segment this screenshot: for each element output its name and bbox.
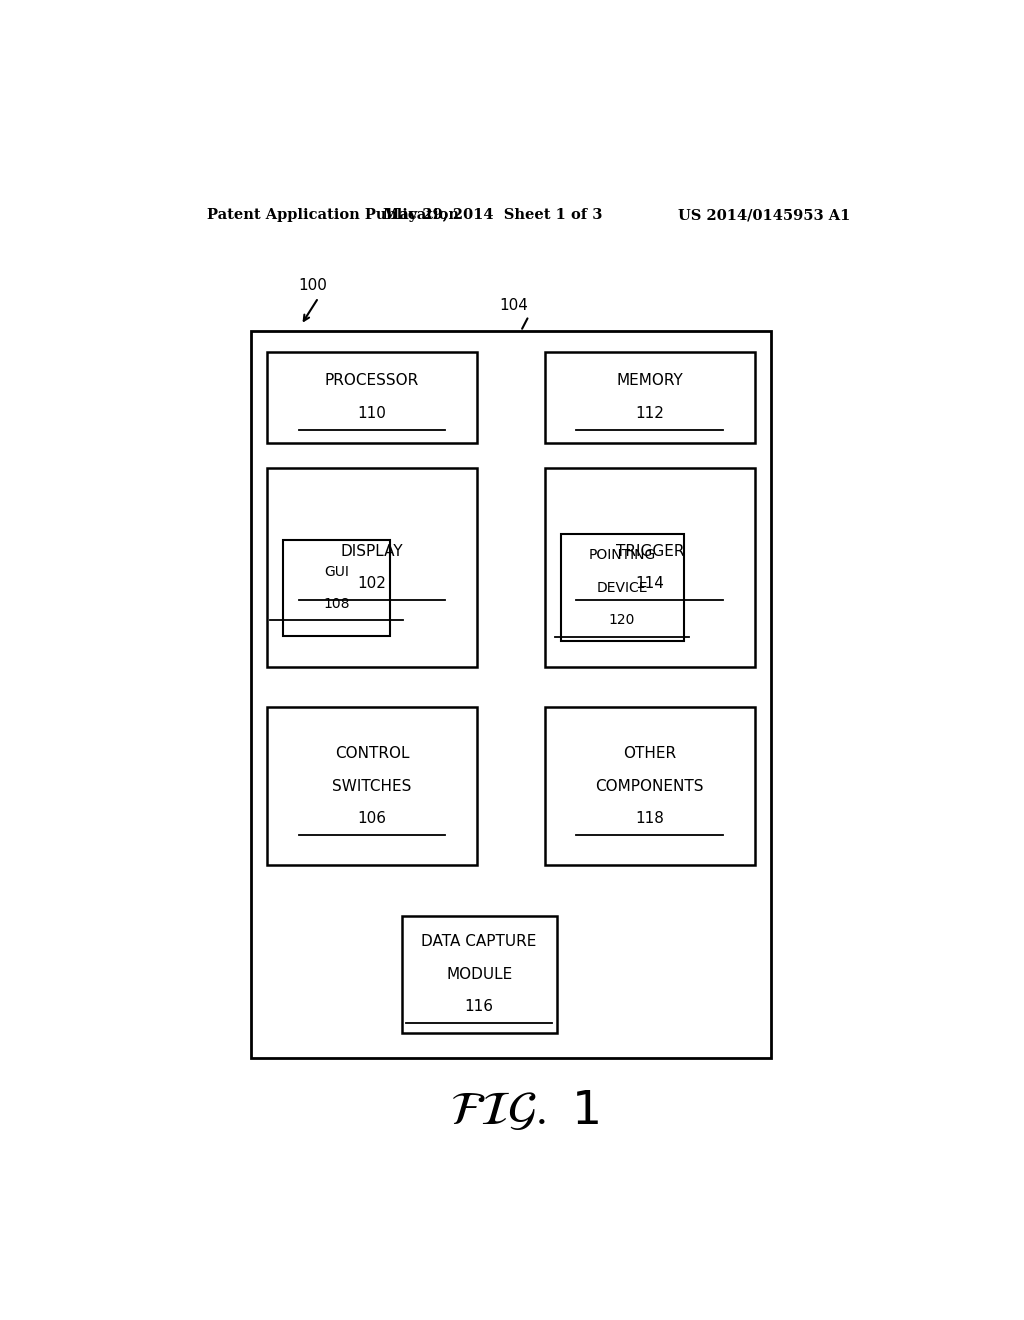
Text: $\mathcal{FIG.}\ \mathit{1}$: $\mathcal{FIG.}\ \mathit{1}$ [451,1089,599,1134]
Bar [283,540,390,636]
Text: COMPONENTS: COMPONENTS [596,779,705,793]
Bar [267,708,477,865]
Text: 106: 106 [357,810,386,826]
Text: 120: 120 [609,614,635,627]
Text: TRIGGER: TRIGGER [615,544,684,558]
Text: 118: 118 [635,810,665,826]
Bar [251,331,771,1057]
Text: 104: 104 [500,298,528,313]
Text: CONTROL: CONTROL [335,746,410,762]
Text: 114: 114 [635,577,665,591]
Text: DATA CAPTURE: DATA CAPTURE [422,935,537,949]
Text: GUI: GUI [324,565,349,578]
Text: May 29, 2014  Sheet 1 of 3: May 29, 2014 Sheet 1 of 3 [383,209,603,222]
Text: 100: 100 [299,277,328,293]
Text: 116: 116 [465,999,494,1014]
Text: POINTING: POINTING [589,548,655,562]
Text: 110: 110 [357,407,386,421]
Text: 112: 112 [635,407,665,421]
Text: MODULE: MODULE [446,966,512,982]
Text: DISPLAY: DISPLAY [341,544,403,558]
Bar [401,916,557,1032]
Text: 108: 108 [323,597,349,611]
Text: US 2014/0145953 A1: US 2014/0145953 A1 [678,209,850,222]
Text: Patent Application Publication: Patent Application Publication [207,209,460,222]
Text: OTHER: OTHER [624,746,677,762]
Bar [545,469,755,667]
Text: SWITCHES: SWITCHES [333,779,412,793]
Bar [560,535,684,642]
Bar [545,351,755,444]
Text: MEMORY: MEMORY [616,374,683,388]
Text: DEVICE: DEVICE [596,581,648,595]
Bar [267,469,477,667]
Bar [267,351,477,444]
Text: 102: 102 [357,577,386,591]
Text: PROCESSOR: PROCESSOR [325,374,419,388]
Bar [545,708,755,865]
